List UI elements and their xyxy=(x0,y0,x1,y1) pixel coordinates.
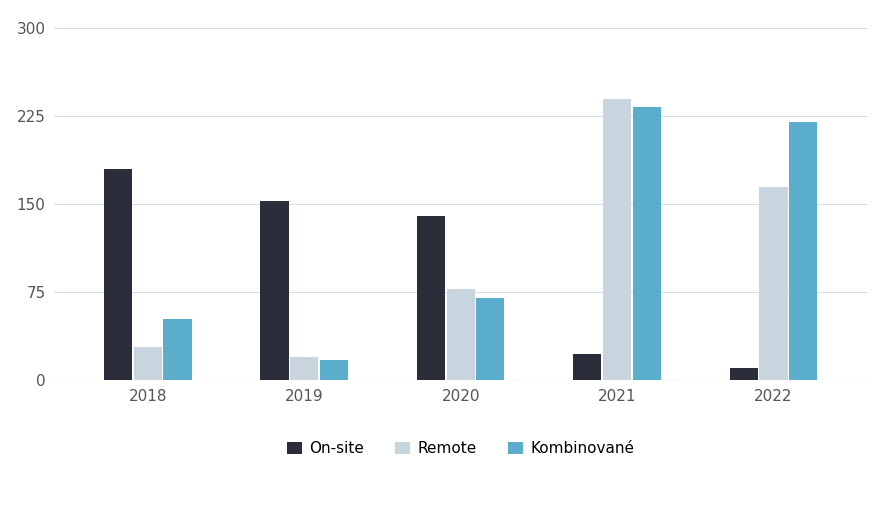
Bar xyxy=(164,319,192,380)
Bar xyxy=(290,357,318,380)
Bar xyxy=(789,122,818,380)
Bar xyxy=(261,201,288,380)
Bar xyxy=(446,289,475,380)
Bar xyxy=(320,360,348,380)
Bar xyxy=(633,107,661,380)
Bar xyxy=(603,99,631,380)
Legend: On-site, Remote, Kombinované: On-site, Remote, Kombinované xyxy=(280,435,641,462)
Bar xyxy=(759,187,788,380)
Bar xyxy=(476,298,505,380)
Bar xyxy=(133,347,162,380)
Bar xyxy=(104,169,133,380)
Bar xyxy=(574,354,601,380)
Bar xyxy=(417,216,445,380)
Bar xyxy=(729,369,758,380)
